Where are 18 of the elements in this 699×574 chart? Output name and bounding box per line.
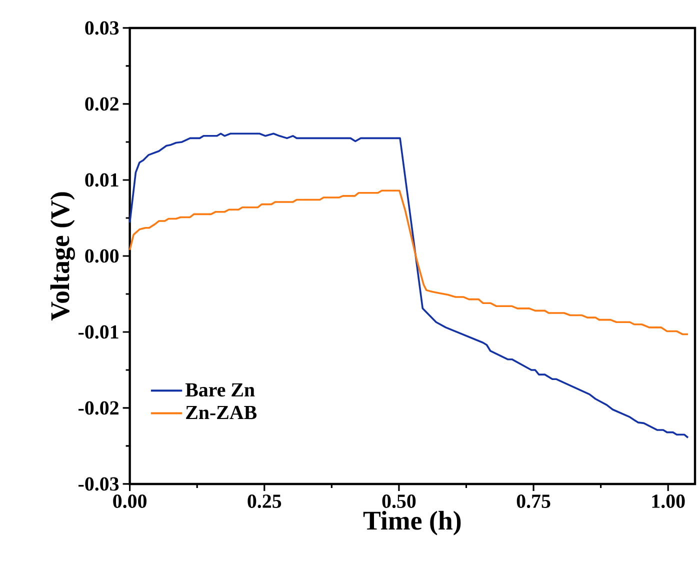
line-series — [128, 132, 689, 439]
x-tick-label: 0.25 — [248, 494, 282, 508]
x-tick-label: 0.75 — [516, 494, 550, 508]
legend-label: Zn-ZAB — [186, 406, 257, 420]
y-axis-title: Voltage (V) — [50, 192, 75, 321]
y-tick-label: 0.01 — [85, 173, 118, 187]
y-tick-label: -0.02 — [78, 401, 118, 415]
line-series — [128, 190, 689, 336]
y-tick-label: 0.02 — [85, 97, 118, 111]
y-tick-label: -0.03 — [78, 477, 119, 491]
x-axis-title: Time (h) — [363, 510, 461, 536]
x-tick-label: 0.50 — [382, 494, 416, 508]
legend-label: Bare Zn — [185, 383, 255, 397]
y-tick-label: 0.00 — [85, 249, 119, 263]
x-tick-label: 0.00 — [113, 494, 146, 508]
y-tick-label: 0.03 — [85, 21, 119, 35]
x-tick-label: 1.00 — [652, 494, 685, 508]
y-tick-label: -0.01 — [78, 325, 118, 339]
